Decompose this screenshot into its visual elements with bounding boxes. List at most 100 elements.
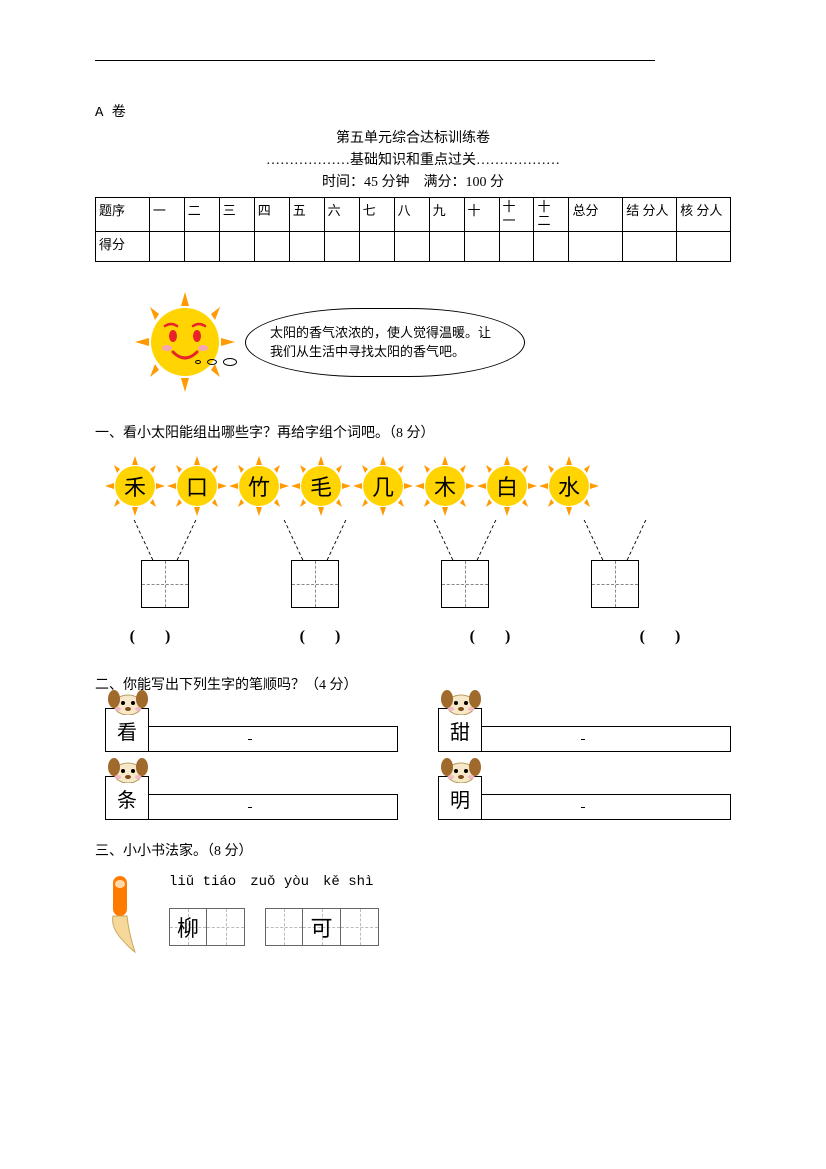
q2-item: 条	[105, 776, 398, 820]
th: 六	[324, 198, 359, 232]
q1-pair	[575, 520, 655, 608]
answer-line	[482, 726, 731, 752]
td	[254, 232, 289, 262]
char-box: 明	[438, 776, 482, 820]
page-subtitle: ………………基础知识和重点过关………………	[95, 149, 731, 169]
small-sun-icon: 几	[353, 456, 413, 516]
pinyin-word: zuǒ yòu	[250, 874, 309, 890]
speech-bubble: 太阳的香气浓浓的，使人觉得温暖。让我们从生活中寻找太阳的香气吧。	[245, 308, 525, 377]
tian-box	[591, 560, 639, 608]
tian-box	[341, 908, 379, 946]
intro-row: 太阳的香气浓浓的，使人觉得温暖。让我们从生活中寻找太阳的香气吧。	[135, 292, 731, 392]
th: 十一	[499, 198, 534, 232]
td	[623, 232, 677, 262]
tian-box	[141, 560, 189, 608]
th: 五	[289, 198, 324, 232]
small-sun-icon: 水	[539, 456, 599, 516]
th: 总分	[569, 198, 623, 232]
th: 二	[184, 198, 219, 232]
q1-box-row	[125, 520, 731, 608]
table-row: 得分	[96, 232, 731, 262]
dog-icon	[104, 753, 152, 783]
table-row: 题序 一 二 三 四 五 六 七 八 九 十 十一 十二 总分 结 分人 核 分…	[96, 198, 731, 232]
td	[499, 232, 534, 262]
paper-label: A 卷	[95, 101, 731, 121]
td	[149, 232, 184, 262]
tian-box	[265, 908, 303, 946]
brush-icon	[105, 874, 165, 954]
pinyin-word: liǔ tiáo	[169, 874, 236, 890]
dog-icon	[104, 685, 152, 715]
th: 结 分人	[623, 198, 677, 232]
q1-pair	[275, 520, 355, 608]
q2-heading: 二、你能写出下列生字的笔顺吗？（4 分）	[95, 674, 731, 694]
small-sun-icon: 毛	[291, 456, 351, 516]
page-title: 第五单元综合达标训练卷	[95, 127, 731, 147]
tian-box: 可	[303, 908, 341, 946]
score-table: 题序 一 二 三 四 五 六 七 八 九 十 十一 十二 总分 结 分人 核 分…	[95, 197, 731, 262]
char-box: 甜	[438, 708, 482, 752]
char-box: 看	[105, 708, 149, 752]
paren: ()	[115, 628, 215, 646]
q2-grid: 看 甜 条	[105, 708, 731, 820]
q1-pair	[125, 520, 205, 608]
q3-row: liǔ tiáo zuǒ yòu kě shì 柳 可	[105, 874, 731, 954]
td	[429, 232, 464, 262]
small-sun-icon: 竹	[229, 456, 289, 516]
td-label: 得分	[96, 232, 150, 262]
tian-box	[207, 908, 245, 946]
paren: ()	[285, 628, 385, 646]
dog-icon	[437, 753, 485, 783]
small-sun-icon: 口	[167, 456, 227, 516]
time-score: 时间：45 分钟 满分：100 分	[95, 171, 731, 191]
paren: ()	[625, 628, 725, 646]
th: 一	[149, 198, 184, 232]
answer-line	[149, 726, 398, 752]
th: 三	[219, 198, 254, 232]
th: 七	[359, 198, 394, 232]
q3-tian-row: 柳 可	[169, 908, 379, 946]
th: 四	[254, 198, 289, 232]
small-sun-icon: 白	[477, 456, 537, 516]
dog-icon	[437, 685, 485, 715]
tian-box	[441, 560, 489, 608]
top-rule	[95, 60, 655, 61]
tian-box	[291, 560, 339, 608]
th: 题序	[96, 198, 150, 232]
td	[677, 232, 731, 262]
q1-pair	[425, 520, 505, 608]
th: 核 分人	[677, 198, 731, 232]
th: 九	[429, 198, 464, 232]
td	[359, 232, 394, 262]
tian-box: 柳	[169, 908, 207, 946]
td	[534, 232, 569, 262]
small-sun-icon: 禾	[105, 456, 165, 516]
td	[219, 232, 254, 262]
q1-sun-row: 禾 口 竹	[105, 456, 731, 516]
td	[289, 232, 324, 262]
td	[184, 232, 219, 262]
char-box: 条	[105, 776, 149, 820]
small-sun-icon: 木	[415, 456, 475, 516]
td	[569, 232, 623, 262]
q1-paren-row: () () () ()	[115, 628, 731, 646]
sun-icon	[135, 292, 235, 392]
q1-heading: 一、看小太阳能组出哪些字？再给字组个词吧。（8 分）	[95, 422, 731, 442]
td	[464, 232, 499, 262]
answer-line	[149, 794, 398, 820]
q3-heading: 三、小小书法家。（8 分）	[95, 840, 731, 860]
bubble-trail-icon	[195, 358, 237, 366]
paren: ()	[455, 628, 555, 646]
th: 十二	[534, 198, 569, 232]
answer-line	[482, 794, 731, 820]
q3-pinyin: liǔ tiáo zuǒ yòu kě shì	[169, 874, 379, 890]
q2-item: 看	[105, 708, 398, 752]
th: 八	[394, 198, 429, 232]
bubble-text: 太阳的香气浓浓的，使人觉得温暖。让我们从生活中寻找太阳的香气吧。	[245, 308, 525, 377]
th: 十	[464, 198, 499, 232]
q2-item: 明	[438, 776, 731, 820]
td	[324, 232, 359, 262]
pinyin-word: kě shì	[323, 874, 373, 890]
q2-item: 甜	[438, 708, 731, 752]
td	[394, 232, 429, 262]
